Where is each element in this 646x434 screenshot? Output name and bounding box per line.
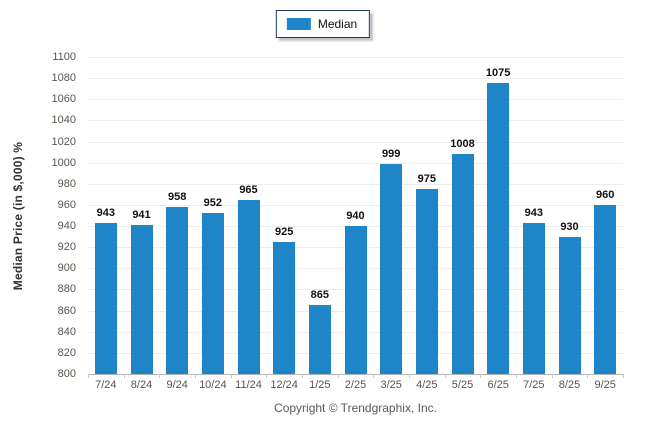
y-tick-label: 1060 — [51, 93, 76, 106]
x-tick-label: 1/25 — [309, 379, 331, 391]
bar-value-label: 958 — [167, 191, 187, 204]
x-axis-tick-labels: 7/24 8/24 9/24 10/24 11/24 12/24 1/25 2/25 3/25 4… — [88, 379, 623, 395]
gridline — [88, 204, 623, 206]
bar-value-label: 952 — [203, 197, 222, 210]
x-tick-label: 5/25 — [451, 379, 474, 391]
x-axis-tick-mark — [551, 374, 553, 378]
legend-label-median: Median — [317, 17, 358, 31]
bar-8/25 — [558, 236, 581, 374]
y-tick-label: 920 — [57, 241, 76, 254]
bar-9/25 — [594, 204, 617, 374]
bar-value-label: 960 — [595, 188, 615, 201]
bar-value-label: 925 — [274, 225, 294, 238]
x-tick-label: 3/25 — [380, 379, 402, 391]
x-axis-tick-mark — [337, 374, 339, 378]
x-tick-label: 8/24 — [130, 379, 153, 391]
bar-value-label: 865 — [310, 289, 329, 302]
y-tick-label: 1040 — [51, 114, 76, 127]
x-axis-tick-mark — [480, 374, 482, 378]
bar-3/25 — [380, 163, 403, 374]
bar-9/24 — [166, 207, 189, 374]
x-tick-label: 9/25 — [594, 379, 616, 391]
bar-value-label: 943 — [524, 206, 543, 219]
bar-value-label: 940 — [346, 210, 365, 223]
y-tick-label: 1100 — [52, 51, 76, 63]
bar-12/24 — [273, 241, 296, 374]
gridline — [88, 141, 623, 143]
x-axis-tick-mark — [230, 374, 232, 378]
x-tick-label: 7/25 — [523, 379, 545, 391]
bar-value-label: 941 — [132, 209, 151, 222]
bar-value-label: 1008 — [450, 138, 475, 151]
x-axis-tick-mark — [587, 374, 589, 378]
bar-1/25 — [308, 305, 331, 374]
x-tick-label: 4/25 — [416, 379, 438, 391]
x-tick-label: 6/25 — [487, 379, 509, 391]
y-axis-tick-labels: 800 820 840 860 880 900 920 940 960 980 1000 1020 10… — [0, 51, 82, 380]
x-tick-label: 10/24 — [199, 379, 227, 391]
x-axis-tick-mark — [409, 374, 410, 378]
x-tick-label: 8/25 — [558, 379, 581, 391]
x-tick-label: 11/24 — [235, 379, 262, 391]
gridline — [88, 183, 623, 185]
x-tick-label: 2/25 — [344, 379, 367, 391]
copyright-text: Copyright © Trendgraphix, Inc. — [274, 401, 437, 415]
bar-value-label: 1075 — [485, 67, 511, 80]
y-tick-label: 880 — [57, 283, 76, 296]
x-axis-tick-mark — [302, 374, 303, 378]
y-tick-label: 800 — [57, 368, 76, 380]
y-tick-label: 1020 — [51, 135, 76, 148]
bar-6/25 — [487, 83, 510, 374]
y-tick-label: 900 — [57, 262, 76, 275]
gridline — [88, 120, 623, 122]
y-tick-label: 1080 — [51, 72, 76, 85]
x-tick-label: 9/24 — [166, 379, 188, 391]
x-axis-tick-mark — [266, 374, 268, 378]
gridline — [88, 99, 623, 101]
bar-5/25 — [451, 154, 474, 374]
bar-7/25 — [522, 222, 545, 374]
gridline — [88, 57, 623, 58]
bar-2/25 — [344, 226, 367, 374]
legend-swatch-median — [286, 18, 311, 30]
legend: Median — [275, 10, 371, 38]
y-tick-label: 860 — [57, 304, 76, 317]
y-tick-label: 840 — [57, 325, 76, 338]
x-axis-tick-mark — [88, 374, 89, 378]
y-tick-label: 940 — [57, 220, 76, 233]
x-axis-tick-mark — [195, 374, 196, 378]
bar-11/24 — [237, 199, 260, 374]
bar-8/24 — [130, 225, 153, 374]
gridline — [88, 162, 623, 164]
bar-10/24 — [201, 213, 224, 374]
x-axis-tick-mark — [444, 374, 446, 378]
bar-4/25 — [415, 189, 438, 374]
bar-value-label: 930 — [560, 220, 579, 233]
plot-area: 943 941 958 952 965 925 865 940 999 975 1008 1075 94… — [88, 57, 623, 375]
x-axis-tick-mark — [373, 374, 375, 378]
bar-value-label: 943 — [96, 206, 116, 219]
y-tick-label: 1000 — [51, 156, 76, 169]
x-tick-label: 7/24 — [95, 379, 117, 391]
y-tick-label: 980 — [57, 177, 76, 190]
x-axis-tick-mark — [623, 374, 624, 378]
y-tick-label: 960 — [57, 198, 76, 211]
bar-value-label: 999 — [381, 147, 401, 160]
x-axis-tick-mark — [159, 374, 161, 378]
bar-value-label: 965 — [239, 183, 258, 196]
x-tick-label: 12/24 — [270, 379, 298, 391]
bar-7/24 — [94, 222, 117, 374]
y-tick-label: 820 — [57, 346, 76, 359]
x-axis-tick-mark — [516, 374, 517, 378]
gridline — [88, 78, 623, 80]
x-axis-tick-mark — [123, 374, 125, 378]
bar-value-label: 975 — [417, 173, 436, 186]
